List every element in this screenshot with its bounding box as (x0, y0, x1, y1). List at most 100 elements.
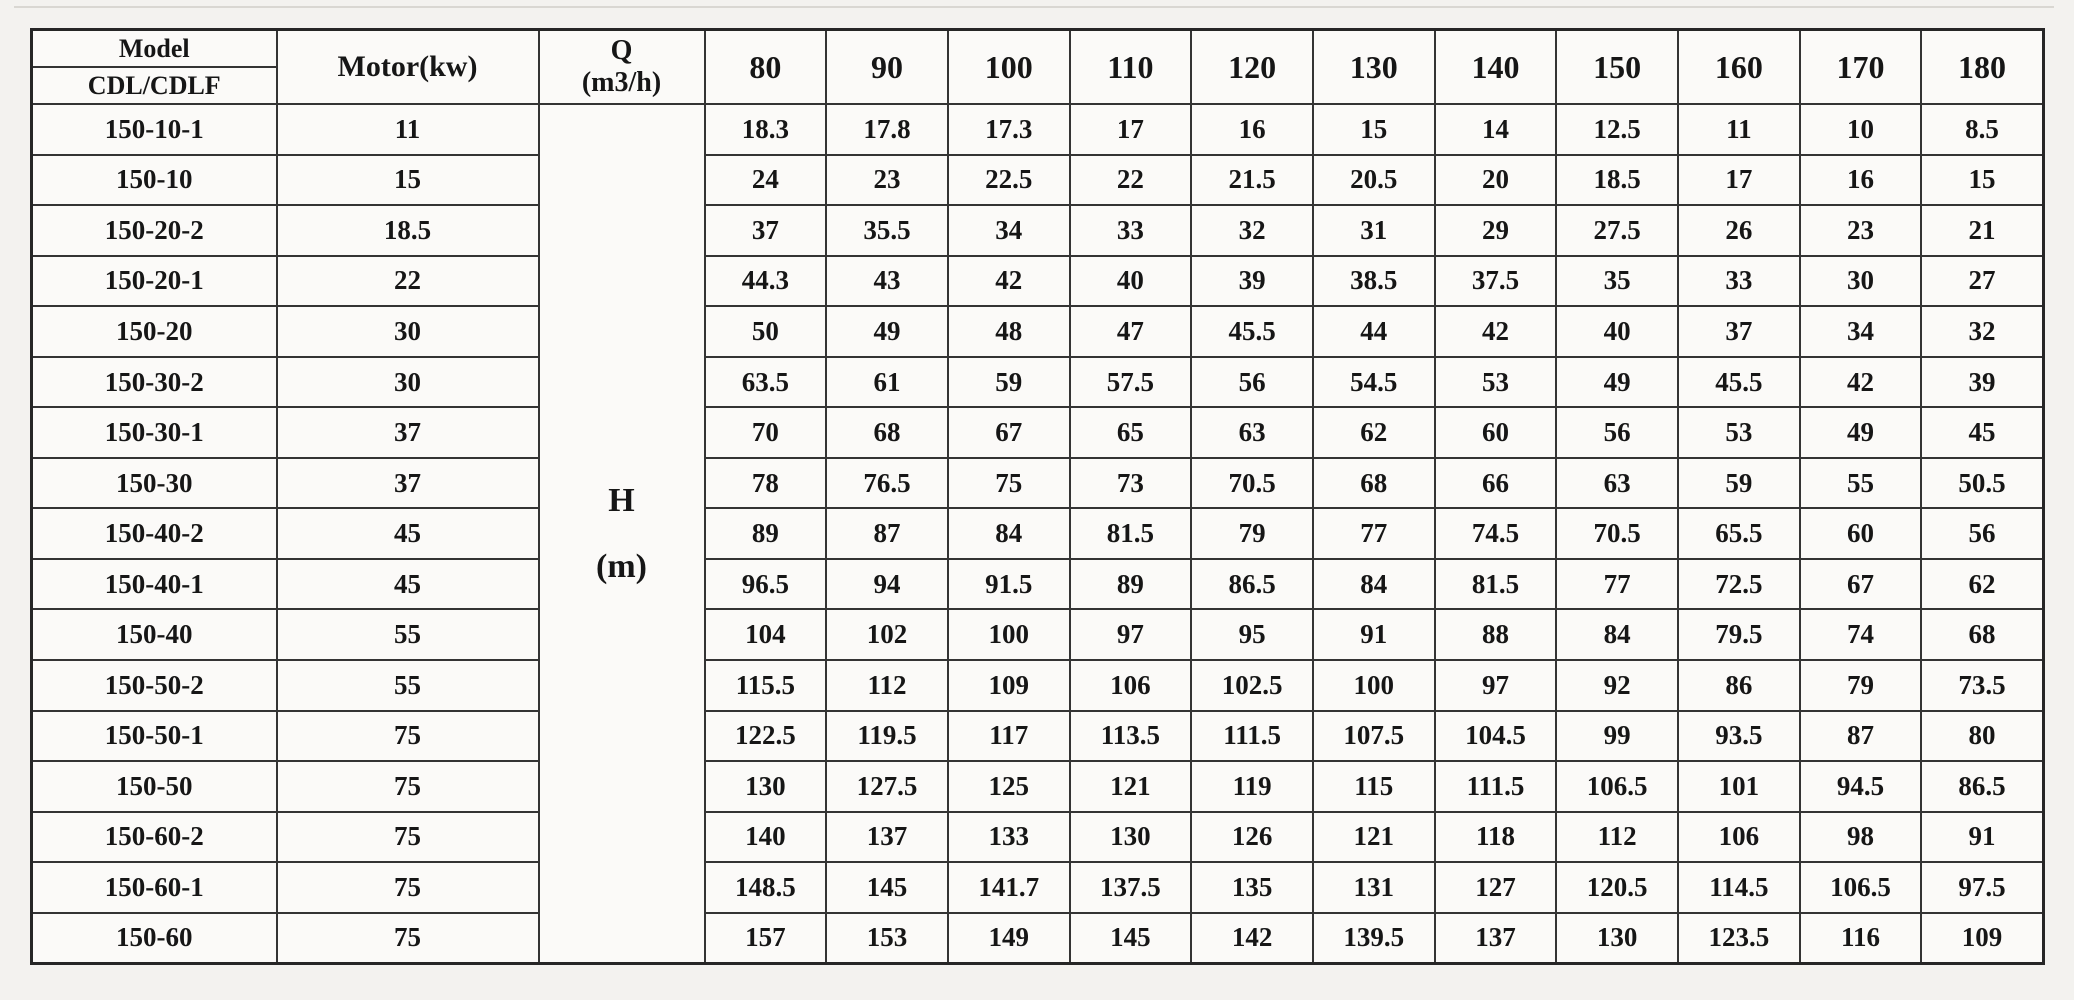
cell-head-value: 62 (1311, 406, 1436, 459)
cell-motor: 75 (275, 760, 540, 813)
cell-head-value: 107.5 (1311, 709, 1436, 763)
cell-head-value: 157 (703, 911, 828, 965)
model-header-title: Model (33, 31, 275, 68)
cell-head-value: 63 (1190, 406, 1314, 459)
cell-head-value: 130 (703, 760, 828, 813)
cell-head-value: 127 (1433, 861, 1558, 914)
cell-head-value: 119.5 (825, 709, 949, 763)
cell-head-value: 21.5 (1190, 153, 1314, 207)
cell-head-value: 78 (703, 456, 828, 510)
cell-head-value: 59 (946, 355, 1071, 409)
cell-model: 150-20-2 (30, 204, 278, 257)
cell-head-value: 12.5 (1555, 103, 1679, 156)
col-header-flow-180: 180 (1920, 28, 2045, 105)
cell-head-value: 60 (1798, 507, 1923, 560)
cell-head-value: 35.5 (825, 204, 949, 257)
h-label-unit: (m) (596, 547, 647, 585)
table-row: 150-50-2 55 115.5 112 109 106 102.5 100 97 92 86 79… (30, 659, 2045, 712)
cell-model: 150-10-1 (30, 103, 278, 156)
cell-head-value: 140 (703, 810, 828, 864)
cell-head-value: 11 (1677, 103, 1801, 156)
cell-head-value: 23 (1798, 204, 1923, 257)
cell-motor: 18.5 (275, 204, 540, 257)
cell-head-value: 23 (825, 153, 949, 207)
cell-head-value: 42 (1798, 355, 1923, 409)
cell-head-value: 38.5 (1311, 254, 1436, 308)
table-row: 150-60-2 75 140 137 133 130 126 121 118 112 106 98 9… (30, 810, 2045, 864)
cell-head-value: 91.5 (946, 557, 1071, 611)
cell-head-value: 10 (1798, 103, 1923, 156)
q-label-symbol: Q (610, 35, 633, 66)
cell-head-value: 89 (703, 507, 828, 560)
cell-head-value: 96.5 (703, 557, 828, 611)
cell-head-value: 104.5 (1433, 709, 1558, 763)
cell-motor: 15 (275, 153, 540, 207)
col-header-flow-90: 90 (825, 28, 949, 105)
cell-head-value: 54.5 (1311, 355, 1436, 409)
cell-head-value: 111.5 (1433, 760, 1558, 813)
cell-head-value: 44 (1311, 305, 1436, 358)
cell-head-value: 73.5 (1920, 659, 2045, 712)
cell-head-value: 106.5 (1798, 861, 1923, 914)
cell-motor: 75 (275, 810, 540, 864)
cell-head-value: 91 (1311, 608, 1436, 662)
cell-head-value: 65.5 (1677, 507, 1801, 560)
table-row: 150-10 15 24 23 22.5 22 21.5 20.5 20 18.5 17 16 15 (30, 153, 2045, 207)
cell-head-value: 106 (1068, 659, 1193, 712)
cell-head-value: 33 (1677, 254, 1801, 308)
cell-head-value: 86.5 (1190, 557, 1314, 611)
cell-head-value: 66 (1433, 456, 1558, 510)
cell-head-value: 47 (1068, 305, 1193, 358)
cell-model: 150-30-2 (30, 355, 278, 409)
cell-head-value: 130 (1555, 911, 1679, 965)
cell-head-value: 18.5 (1555, 153, 1679, 207)
cell-model: 150-10 (30, 153, 278, 207)
cell-model: 150-60 (30, 911, 278, 965)
cell-head-value: 120.5 (1555, 861, 1679, 914)
cell-head-value: 102.5 (1190, 659, 1314, 712)
cell-head-value: 114.5 (1677, 861, 1801, 914)
cell-head-value: 145 (1068, 911, 1193, 965)
cell-head-value: 79.5 (1677, 608, 1801, 662)
cell-head-value: 26 (1677, 204, 1801, 257)
cell-head-value: 149 (946, 911, 1071, 965)
cell-head-value: 112 (1555, 810, 1679, 864)
cell-head-value: 70.5 (1555, 507, 1679, 560)
cell-head-value: 37 (1677, 305, 1801, 358)
cell-motor: 22 (275, 254, 540, 308)
cell-head-value: 101 (1677, 760, 1801, 813)
cell-head-value: 50 (703, 305, 828, 358)
cell-head-value: 137.5 (1068, 861, 1193, 914)
cell-head-value: 139.5 (1311, 911, 1436, 965)
cell-motor: 30 (275, 355, 540, 409)
cell-motor: 55 (275, 608, 540, 662)
cell-head-value: 63 (1555, 456, 1679, 510)
cell-head-value: 137 (825, 810, 949, 864)
col-header-flow-110: 110 (1068, 28, 1193, 105)
cell-motor: 75 (275, 911, 540, 965)
cell-head-value: 77 (1555, 557, 1679, 611)
cell-head-value: 125 (946, 760, 1071, 813)
cell-model: 150-30 (30, 456, 278, 510)
cell-head-value: 91 (1920, 810, 2045, 864)
cell-model: 150-60-2 (30, 810, 278, 864)
cell-head-value: 115 (1311, 760, 1436, 813)
cell-head-value: 89 (1068, 557, 1193, 611)
cell-head-value: 135 (1190, 861, 1314, 914)
col-header-flow-170: 170 (1798, 28, 1923, 105)
cell-head-value: 141.7 (946, 861, 1071, 914)
cell-head-value: 87 (825, 507, 949, 560)
cell-head-value: 15 (1311, 103, 1436, 156)
q-label-unit: (m3/h) (581, 67, 662, 98)
cell-head-value: 44.3 (703, 254, 828, 308)
cell-head-value: 48 (946, 305, 1071, 358)
cell-head-value: 81.5 (1433, 557, 1558, 611)
cell-head-value: 49 (825, 305, 949, 358)
cell-head-value: 121 (1068, 760, 1193, 813)
cell-head-value: 45.5 (1190, 305, 1314, 358)
header-row: Model CDL/CDLF Motor(kw) Q (m3/h) 80 90 10… (30, 28, 2045, 105)
cell-head-value: 32 (1190, 204, 1314, 257)
cell-head-value: 97.5 (1920, 861, 2045, 914)
cell-head-value: 20 (1433, 153, 1558, 207)
cell-head-value: 22 (1068, 153, 1193, 207)
